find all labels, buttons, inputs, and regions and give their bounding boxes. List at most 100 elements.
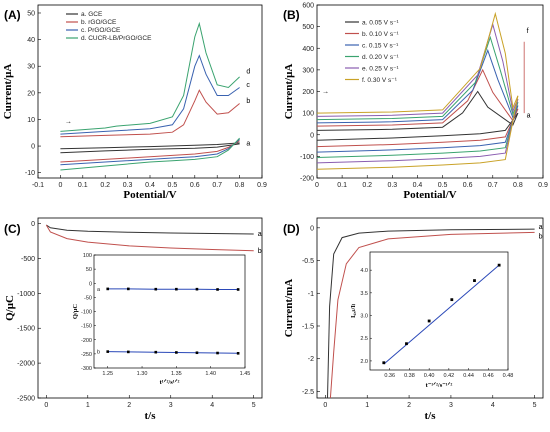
- legend-entry: c. 0.15 V s⁻¹: [362, 43, 399, 50]
- x-tick-label: 0: [323, 402, 327, 409]
- x-tick-label: 1: [86, 402, 90, 409]
- inset-x-tick-label: 0.36: [384, 373, 395, 379]
- plot-frame: [37, 217, 263, 399]
- inset-y-tick-label: -100: [81, 310, 92, 316]
- y-axis-label: Current/mA: [283, 279, 295, 338]
- cv-curve-upper: [316, 48, 519, 124]
- x-axis-label: Potential/V: [123, 189, 176, 201]
- x-tick-label: 2: [127, 402, 131, 409]
- panel-label: (C): [4, 222, 21, 236]
- x-tick-label: 2: [407, 402, 411, 409]
- y-tick-label: 0: [31, 144, 35, 151]
- inset-frame: [93, 254, 246, 369]
- panel-label: (B): [283, 8, 300, 22]
- chrono-curve: [46, 224, 254, 235]
- y-tick-label: -100: [300, 154, 314, 161]
- legend-entry: f. 0.30 V s⁻¹: [362, 77, 398, 84]
- curve-label: f: [527, 28, 529, 35]
- inset-y-tick-label: 3.0: [360, 314, 368, 320]
- x-tick-label: 0.8: [513, 182, 523, 189]
- inset-y-tick-label: 0: [89, 281, 92, 287]
- panel-B: (B) 0 0.1 0.2 0.3 0.4 0.5 0.6 0.7 0.8 0.9 -200 -100 0…: [283, 3, 548, 202]
- inset-plot: 1.25 1.30 1.35 1.40 1.45 100 50 0 -50 -100 -150 -20…: [72, 253, 250, 386]
- inset-y-axis-label: Q/μC: [72, 304, 79, 320]
- y-tick-label: -2000: [17, 361, 35, 368]
- y-tick-label: -1: [308, 291, 314, 298]
- x-tick-label: 3: [169, 402, 173, 409]
- inset-y-tick-label: 2.0: [360, 359, 368, 365]
- inset-data-point: [405, 342, 408, 346]
- x-axis-label: t/s: [145, 410, 157, 422]
- inset-x-tick-label: 1.40: [205, 371, 216, 377]
- inset-data-point: [236, 288, 240, 291]
- curve-label: a: [527, 112, 531, 119]
- inset-data-point: [127, 350, 130, 354]
- inset-data-point: [450, 298, 454, 302]
- y-tick-label: 20: [27, 90, 35, 97]
- inset-x-tick-label: 0.42: [443, 373, 454, 379]
- inset-frame: [369, 251, 509, 371]
- legend-entry: b. rGO/GCE: [81, 19, 117, 26]
- x-tick-label: 0.2: [100, 182, 110, 189]
- x-tick-label: 0.4: [145, 182, 155, 189]
- inset-data-point: [427, 319, 431, 323]
- inset-x-tick-label: 0.44: [463, 373, 474, 379]
- inset-data-point: [154, 350, 158, 354]
- inset-data-point: [497, 263, 501, 267]
- curve-label: b: [258, 248, 262, 255]
- x-tick-label: 4: [491, 402, 495, 409]
- cv-curve-lower: [60, 139, 240, 166]
- y-tick-label: -1500: [17, 326, 35, 333]
- inset-data-point: [154, 287, 158, 291]
- inset-x-axis-label: t¹ᐟ²/s¹ᐟ²: [160, 378, 180, 386]
- y-axis-label: Current/μA: [283, 64, 295, 120]
- inset-y-tick-label: -50: [84, 295, 92, 301]
- inset-x-tick-label: 1.25: [102, 371, 113, 377]
- plot-frame: [316, 217, 544, 399]
- cv-curve-upper: [316, 22, 519, 117]
- x-tick-label: 3: [449, 402, 453, 409]
- x-tick-label: 0.1: [337, 182, 347, 189]
- x-tick-label: 0: [58, 182, 62, 189]
- cv-curve-upper: [60, 89, 240, 138]
- inset-data-point: [216, 351, 219, 355]
- x-tick-label: 0.9: [538, 182, 548, 189]
- y-tick-label: 400: [302, 46, 314, 53]
- curve-label: a: [539, 224, 543, 231]
- inset-curve-label: a: [97, 287, 101, 293]
- y-tick-label: 300: [302, 67, 314, 74]
- y-tick-label: 0: [31, 221, 35, 228]
- x-tick-label: 0.7: [488, 182, 498, 189]
- x-tick-label: 0: [315, 182, 319, 189]
- cv-curve-upper: [60, 21, 240, 132]
- legend-entry: a. 0.05 V s⁻¹: [362, 20, 400, 27]
- x-tick-label: 0.3: [123, 182, 133, 189]
- legend-entry: e. 0.25 V s⁻¹: [362, 66, 400, 73]
- legend-entry: d. 0.20 V s⁻¹: [362, 54, 400, 61]
- inset-y-tick-label: 2.5: [360, 336, 368, 342]
- y-tick-label: -2.5: [302, 389, 314, 396]
- chrono-curve: [45, 224, 254, 252]
- y-tick-label: -500: [21, 256, 35, 263]
- cv-curve-lower: [60, 143, 240, 154]
- panel-C: (C)0 1 2 3 4 50-500-1000-1500-2000-2500t/sQ/μ…: [4, 217, 263, 422]
- x-tick-label: 0: [44, 402, 48, 409]
- cv-curve-lower: [316, 95, 519, 170]
- current-decay-curve: [329, 231, 535, 398]
- y-tick-label: -2: [308, 356, 314, 363]
- x-tick-label: 0.5: [168, 182, 178, 189]
- curve-label: d: [246, 69, 250, 76]
- scan-direction-arrow: →: [322, 89, 329, 96]
- curve-label: a: [246, 140, 250, 147]
- x-axis-label: t/s: [425, 410, 437, 422]
- inset-y-tick-label: 100: [83, 253, 92, 259]
- curve-label: b: [246, 98, 250, 105]
- y-tick-label: -1.5: [302, 324, 314, 331]
- panel-A: (A) -0.1 0 0.1 0.2 0.3 0.4 0.5 0.6 0.7 0.8 0.9 -10 0 1…: [2, 4, 267, 201]
- inset-x-tick-label: 0.40: [424, 373, 435, 379]
- y-tick-label: -0.5: [302, 258, 314, 265]
- x-tick-label: 0.2: [362, 182, 372, 189]
- cv-curve-lower: [60, 140, 240, 163]
- x-tick-label: 1: [365, 402, 369, 409]
